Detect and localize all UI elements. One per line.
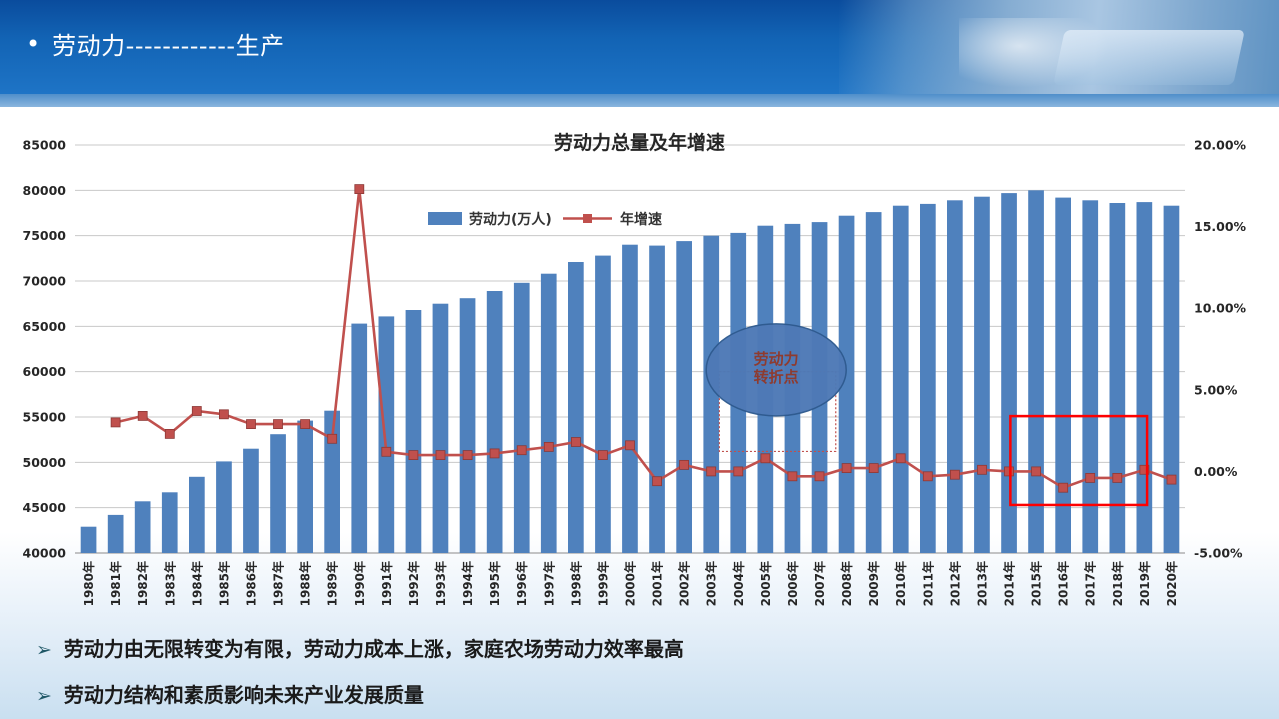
svg-text:2005年: 2005年 [758, 561, 773, 606]
svg-text:2009年: 2009年 [866, 561, 881, 606]
arrow-bullet-icon: ➢ [36, 685, 52, 707]
header-title-row: • 劳动力------------生产 [26, 26, 285, 61]
svg-text:1987年: 1987年 [271, 561, 286, 606]
svg-text:年增速: 年增速 [620, 211, 662, 228]
svg-text:2008年: 2008年 [839, 561, 854, 606]
svg-text:1984年: 1984年 [189, 561, 204, 606]
svg-text:85000: 85000 [23, 138, 67, 153]
svg-text:2013年: 2013年 [974, 561, 989, 606]
chart-legend: 劳动力(万人) 年增速 [428, 211, 662, 228]
svg-text:5.00%: 5.00% [1194, 382, 1238, 397]
svg-text:1991年: 1991年 [379, 561, 394, 606]
growth-line [110, 184, 1177, 493]
svg-text:1983年: 1983年 [162, 561, 177, 606]
svg-text:1999年: 1999年 [595, 561, 610, 606]
svg-text:1993年: 1993年 [433, 561, 448, 606]
svg-text:50000: 50000 [23, 455, 67, 470]
svg-text:20.00%: 20.00% [1194, 138, 1247, 153]
svg-text:1988年: 1988年 [298, 561, 313, 606]
svg-text:40000: 40000 [23, 546, 67, 561]
svg-text:-5.00%: -5.00% [1194, 546, 1243, 561]
svg-text:2007年: 2007年 [812, 561, 827, 606]
chart-canvas: 40000 45000 50000 55000 60000 65000 70000 75000… [23, 138, 1247, 607]
svg-text:1998年: 1998年 [568, 561, 583, 606]
svg-text:1982年: 1982年 [135, 561, 150, 606]
svg-text:2010年: 2010年 [893, 561, 908, 606]
svg-text:1990年: 1990年 [352, 561, 367, 606]
svg-text:劳动力转折点: 劳动力转折点 [754, 350, 799, 386]
takeaway-text: 劳动力结构和素质影响未来产业发展质量 [63, 683, 424, 707]
highlight-box-annotation [1009, 414, 1149, 507]
svg-text:45000: 45000 [23, 500, 67, 515]
svg-text:1989年: 1989年 [325, 561, 340, 606]
svg-text:1996年: 1996年 [514, 561, 529, 606]
svg-text:65000: 65000 [23, 319, 67, 334]
header-lab-photo [839, 0, 1279, 107]
svg-text:55000: 55000 [23, 410, 67, 425]
svg-text:70000: 70000 [23, 274, 67, 289]
svg-text:1986年: 1986年 [243, 561, 258, 606]
svg-text:2014年: 2014年 [1002, 561, 1017, 606]
svg-text:1981年: 1981年 [108, 561, 123, 606]
svg-text:1980年: 1980年 [81, 561, 96, 606]
svg-text:2002年: 2002年 [677, 561, 692, 606]
svg-text:1992年: 1992年 [406, 561, 421, 606]
takeaway-item: ➢ 劳动力由无限转变为有限，劳动力成本上涨，家庭农场劳动力效率最高 [36, 633, 684, 662]
svg-text:60000: 60000 [23, 364, 67, 379]
dotted-box-annotation [718, 371, 837, 453]
arrow-bullet-icon: ➢ [36, 639, 52, 661]
svg-text:2018年: 2018年 [1110, 561, 1125, 606]
turning-point-annotation: 劳动力转折点 [705, 323, 847, 417]
svg-text:2003年: 2003年 [704, 561, 719, 606]
svg-text:2006年: 2006年 [785, 561, 800, 606]
slide-header: • 劳动力------------生产 [0, 0, 1279, 107]
svg-text:15.00%: 15.00% [1194, 219, 1247, 234]
svg-text:2001年: 2001年 [650, 561, 665, 606]
svg-text:1985年: 1985年 [216, 561, 231, 606]
svg-text:2015年: 2015年 [1029, 561, 1044, 606]
takeaway-text: 劳动力由无限转变为有限，劳动力成本上涨，家庭农场劳动力效率最高 [63, 637, 684, 661]
svg-text:75000: 75000 [23, 228, 67, 243]
takeaway-item: ➢ 劳动力结构和素质影响未来产业发展质量 [36, 679, 424, 708]
svg-text:2000年: 2000年 [623, 561, 638, 606]
svg-text:1995年: 1995年 [487, 561, 502, 606]
svg-text:2016年: 2016年 [1056, 561, 1071, 606]
svg-text:2020年: 2020年 [1164, 561, 1179, 606]
svg-text:1997年: 1997年 [541, 561, 556, 606]
svg-text:0.00%: 0.00% [1194, 464, 1238, 479]
svg-text:80000: 80000 [23, 183, 67, 198]
svg-text:2012年: 2012年 [947, 561, 962, 606]
svg-text:1994年: 1994年 [460, 561, 475, 606]
title-bullet-icon: • [26, 29, 41, 58]
svg-text:劳动力(万人): 劳动力(万人) [469, 211, 552, 228]
svg-text:2011年: 2011年 [920, 561, 935, 606]
chart-title: 劳动力总量及年增速 [553, 131, 725, 154]
slide-title: 劳动力------------生产 [52, 32, 285, 60]
header-accent-band [0, 94, 1279, 107]
svg-text:10.00%: 10.00% [1194, 301, 1247, 316]
svg-text:2019年: 2019年 [1137, 561, 1152, 606]
svg-text:2004年: 2004年 [731, 561, 746, 606]
svg-text:2017年: 2017年 [1083, 561, 1098, 606]
